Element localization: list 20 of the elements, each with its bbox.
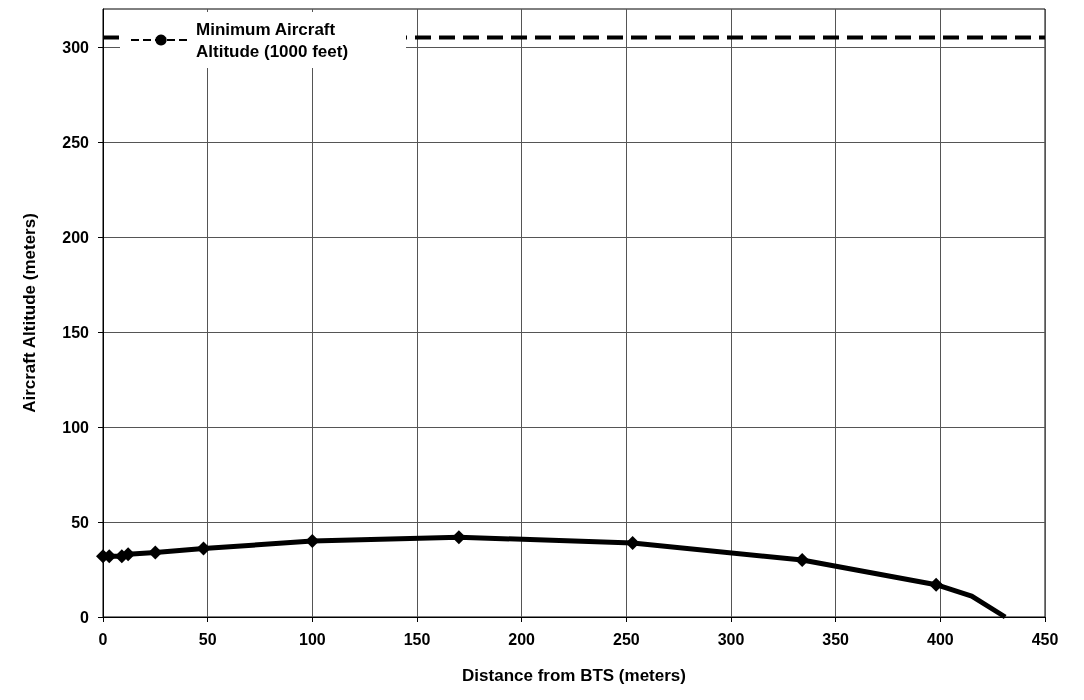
y-axis-title: Aircraft Altitude (meters)	[20, 213, 39, 413]
x-tick-label: 50	[198, 630, 217, 648]
x-tick-label: 400	[926, 630, 954, 648]
y-tick-label: 50	[71, 513, 90, 531]
x-tick-label: 100	[298, 630, 326, 648]
x-axis-title: Distance from BTS (meters)	[462, 666, 686, 685]
y-tick-label: 200	[62, 228, 90, 246]
y-tick-label: 150	[62, 323, 90, 341]
x-tick-label: 450	[1031, 630, 1059, 648]
x-tick-label: 350	[822, 630, 850, 648]
y-tick-label: 250	[62, 133, 90, 151]
y-tick-label: 300	[62, 38, 90, 56]
x-tick-label: 250	[612, 630, 640, 648]
x-tick-label: 200	[508, 630, 536, 648]
x-tick-label: 150	[403, 630, 431, 648]
x-tick-label: 300	[717, 630, 745, 648]
legend-label: Minimum Aircraft Altitude (1000 feet)	[196, 19, 349, 61]
y-tick-label: 0	[80, 608, 90, 626]
y-tick-label: 100	[62, 418, 90, 436]
x-tick-label: 0	[98, 630, 108, 648]
